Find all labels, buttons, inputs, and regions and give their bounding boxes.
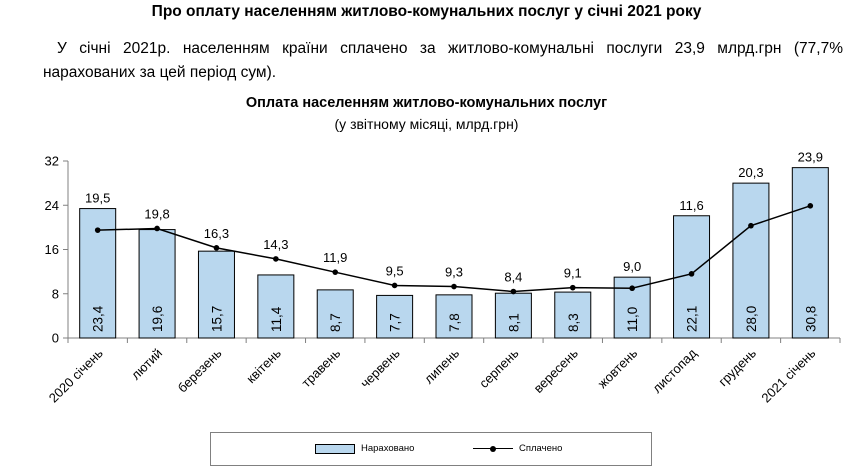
bar-value-label: 22,1 xyxy=(685,306,700,332)
bar-value-label: 19,6 xyxy=(150,306,165,332)
line-value-label: 20,3 xyxy=(738,165,763,180)
line-value-label: 19,5 xyxy=(85,191,110,206)
bar-accrued xyxy=(435,294,473,339)
chart-title: Оплата населенням житлово-комунальних по… xyxy=(245,95,608,111)
bar-value-label: 30,8 xyxy=(803,306,818,332)
summary-paragraph: У січні 2021р. населенням країни сплачен… xyxy=(43,40,843,81)
x-tick-label: серпень xyxy=(476,345,522,391)
point-paid xyxy=(273,256,279,262)
bar-accrued xyxy=(138,229,176,339)
point-paid xyxy=(569,284,576,291)
bar-accrued xyxy=(257,274,295,339)
bar-value-label: 7,7 xyxy=(388,313,403,332)
point-paid xyxy=(94,227,101,233)
bar-value-label: 8,7 xyxy=(328,313,343,332)
point-paid xyxy=(688,271,695,277)
legend-item-paid: Сплачено xyxy=(473,443,562,454)
bar-value-label: 8,1 xyxy=(506,313,521,332)
x-tick-label: грудень xyxy=(715,345,759,389)
bar-value-label: 7,8 xyxy=(447,313,462,332)
line-value-label: 23,9 xyxy=(798,150,823,165)
bar-value-label: 11,4 xyxy=(269,306,284,332)
point-paid xyxy=(332,269,339,275)
legend-item-accrued: Нараховано xyxy=(315,443,414,454)
line-value-label: 16,3 xyxy=(204,226,229,241)
line-value-label: 9,0 xyxy=(623,259,641,274)
x-tick-label: лютий xyxy=(128,346,165,383)
line-value-label: 9,5 xyxy=(386,263,404,278)
bar-accrued xyxy=(376,294,414,339)
point-paid xyxy=(154,225,160,232)
x-tick-label: квітень xyxy=(243,345,284,386)
bar-value-label: 8,3 xyxy=(566,313,581,332)
chart-legend: Нараховано Сплачено xyxy=(210,432,652,466)
y-tick-label: 16 xyxy=(45,242,59,257)
line-value-label: 14,3 xyxy=(263,237,288,252)
bar-accrued xyxy=(732,182,770,339)
line-value-label: 11,6 xyxy=(679,198,703,213)
point-paid xyxy=(451,283,457,290)
x-tick-label: жовтень xyxy=(595,345,641,391)
point-paid xyxy=(391,282,398,289)
x-tick-label: березень xyxy=(175,345,225,395)
x-tick-label: червень xyxy=(357,345,403,391)
line-value-label: 9,3 xyxy=(445,265,463,280)
bar-accrued xyxy=(316,289,354,339)
y-tick-label: 8 xyxy=(52,286,59,301)
legend-swatch-line xyxy=(473,444,513,454)
y-tick-label: 24 xyxy=(45,198,59,213)
y-tick-label: 32 xyxy=(45,154,59,169)
legend-label-paid: Сплачено xyxy=(519,443,563,454)
x-tick-label: 2021 січень xyxy=(758,345,818,405)
bar-accrued xyxy=(494,292,532,339)
chart-subtitle: (у звітному місяці, млрд.грн) xyxy=(334,116,519,132)
legend-label-accrued: Нараховано xyxy=(361,443,415,454)
page-heading: Про оплату населенням житлово-комунальни… xyxy=(151,3,702,20)
x-tick-label: 2020 січень xyxy=(46,345,106,405)
point-paid xyxy=(510,288,517,295)
x-tick-label: вересень xyxy=(531,345,581,395)
point-paid xyxy=(748,222,754,229)
bar-accrued xyxy=(197,250,235,339)
bar-accrued xyxy=(791,167,829,339)
line-value-label: 8,4 xyxy=(504,270,522,285)
y-tick-label: 0 xyxy=(52,331,59,346)
line-value-label: 19,8 xyxy=(144,206,169,221)
bar-value-label: 28,0 xyxy=(744,306,759,332)
legend-swatch-bar xyxy=(315,443,355,454)
point-paid xyxy=(807,203,814,209)
line-value-label: 11,9 xyxy=(323,250,347,265)
x-tick-label: листопад xyxy=(649,345,700,396)
x-tick-label: травень xyxy=(299,345,344,390)
x-tick-label: липень xyxy=(421,345,462,386)
bar-value-label: 11,0 xyxy=(625,307,640,332)
line-value-label: 9,1 xyxy=(564,266,582,281)
point-paid xyxy=(629,285,635,292)
point-paid xyxy=(213,245,220,251)
bar-accrued xyxy=(554,291,592,339)
bar-value-label: 23,4 xyxy=(91,305,106,332)
bar-value-label: 15,7 xyxy=(209,306,224,332)
